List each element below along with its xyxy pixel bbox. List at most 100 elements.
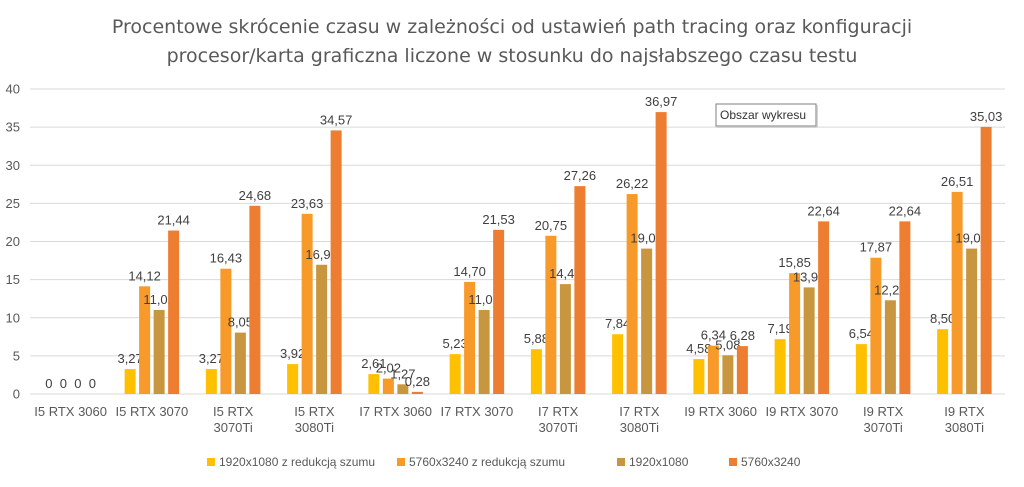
- bar[interactable]: [316, 264, 328, 394]
- bar[interactable]: [205, 369, 217, 394]
- bar[interactable]: [124, 369, 136, 394]
- bar-group: 4,586,345,086,28: [686, 328, 755, 394]
- bar[interactable]: [966, 248, 978, 394]
- bar[interactable]: [803, 287, 815, 394]
- chart-title-line: procesor/karta graficzna liczone w stosu…: [167, 45, 858, 67]
- bar[interactable]: [899, 221, 911, 394]
- bar[interactable]: [220, 268, 232, 394]
- y-tick-label: 30: [6, 158, 20, 173]
- bar[interactable]: [774, 339, 786, 394]
- y-tick-label: 10: [6, 310, 20, 325]
- data-label: 11,02: [143, 292, 175, 307]
- bar-group: 3,27 14,12 11,02 21,44: [117, 213, 190, 394]
- data-label: 15,85: [778, 255, 811, 270]
- legend: 1920x1080 z redukcją szumu 5760x3240 z re…: [207, 455, 801, 469]
- data-label: 12,29: [874, 282, 907, 297]
- data-label: 2,61: [361, 356, 386, 371]
- data-label: 11,02: [468, 292, 500, 307]
- data-label: 0,28: [405, 374, 430, 389]
- data-label: 6,54: [849, 326, 874, 341]
- plot-area[interactable]: 0 0 0 03,2714,1211,0221,443,2716,438,0524,6…: [45, 94, 1003, 395]
- bar[interactable]: [478, 309, 490, 394]
- bar[interactable]: [655, 112, 667, 394]
- data-label: 1,27: [390, 366, 415, 381]
- bar[interactable]: [980, 126, 992, 395]
- bar[interactable]: [612, 334, 624, 394]
- bar[interactable]: [287, 364, 299, 394]
- data-label: 19,07: [630, 231, 663, 246]
- y-tick-label: 40: [6, 82, 20, 97]
- bar[interactable]: [951, 191, 963, 394]
- chart-title-line: Procentowe skrócenie czasu w zależności …: [112, 16, 912, 38]
- bar[interactable]: [330, 130, 342, 394]
- bar-group: 5,88 20,75 14,41 27,26: [524, 168, 596, 394]
- x-tick-label: 3080Ti: [295, 420, 334, 435]
- data-label: 0: [74, 376, 81, 391]
- bar[interactable]: [559, 284, 571, 394]
- data-label: 4,58: [686, 341, 711, 356]
- bar[interactable]: [937, 329, 949, 394]
- bar[interactable]: [301, 213, 313, 394]
- bar[interactable]: [707, 345, 719, 394]
- y-tick-label: 25: [6, 196, 20, 211]
- data-label: 8,05: [228, 315, 253, 330]
- legend-label: 1920x1080: [629, 455, 689, 469]
- bar[interactable]: [464, 281, 476, 394]
- y-tick-label: 15: [6, 272, 20, 287]
- bar[interactable]: [368, 374, 380, 394]
- data-label: 21,53: [482, 212, 515, 227]
- bar-group: 8,50 26,51 19,07 35,03: [930, 109, 1003, 395]
- x-tick-label: 3080Ti: [620, 420, 659, 435]
- data-label: 6,34: [701, 328, 726, 343]
- data-label: 34,57: [320, 112, 353, 127]
- bar[interactable]: [411, 391, 423, 394]
- data-label: 21,44: [157, 213, 190, 228]
- bar-group: 3,27 16,43 8,05 24,68: [199, 188, 271, 394]
- bar[interactable]: [736, 346, 748, 394]
- bar[interactable]: [693, 359, 705, 394]
- data-label: 14,70: [453, 264, 486, 279]
- legend-label: 5760x3240 z redukcją szumu: [409, 455, 565, 469]
- bar[interactable]: [382, 378, 394, 394]
- bar[interactable]: [870, 257, 882, 394]
- tooltip-label: Obszar wykresu: [720, 108, 806, 122]
- y-axis-ticks: 0 5 10 15 20 25 30 35 40: [6, 82, 20, 402]
- bar[interactable]: [855, 344, 867, 394]
- bar[interactable]: [722, 355, 734, 394]
- data-label: 5,88: [524, 331, 549, 346]
- legend-swatch: [729, 458, 737, 466]
- bar[interactable]: [234, 332, 246, 394]
- data-label: 3,27: [199, 351, 224, 366]
- bar[interactable]: [626, 194, 638, 394]
- data-label: 16,95: [305, 247, 338, 262]
- bar[interactable]: [249, 205, 261, 394]
- bar[interactable]: [818, 221, 830, 394]
- bar[interactable]: [493, 229, 505, 394]
- bar[interactable]: [789, 273, 801, 394]
- bar[interactable]: [397, 384, 409, 394]
- bar[interactable]: [153, 309, 165, 394]
- x-tick-label: I9 RTX: [863, 404, 904, 419]
- data-label: 36,97: [645, 94, 678, 109]
- bar[interactable]: [545, 235, 557, 394]
- bar[interactable]: [530, 349, 542, 394]
- data-label: 24,68: [239, 188, 272, 203]
- data-label: 8,50: [930, 311, 955, 326]
- bar[interactable]: [139, 286, 151, 394]
- data-label: 17,87: [860, 240, 893, 255]
- x-tick-label: I5 RTX 3070: [115, 404, 188, 419]
- bar[interactable]: [884, 300, 896, 394]
- bar[interactable]: [574, 186, 586, 394]
- y-tick-label: 35: [6, 120, 20, 135]
- data-label: 35,03: [970, 109, 1003, 124]
- data-label: 22,64: [889, 203, 922, 218]
- data-label: 26,22: [616, 176, 649, 191]
- bar-group: 2,612,021,270,28: [361, 356, 430, 394]
- x-tick-label: 3070Ti: [538, 420, 577, 435]
- bar[interactable]: [168, 230, 180, 394]
- bar[interactable]: [641, 248, 653, 394]
- chart-title: Procentowe skrócenie czasu w zależności …: [112, 16, 912, 67]
- bar[interactable]: [449, 354, 461, 394]
